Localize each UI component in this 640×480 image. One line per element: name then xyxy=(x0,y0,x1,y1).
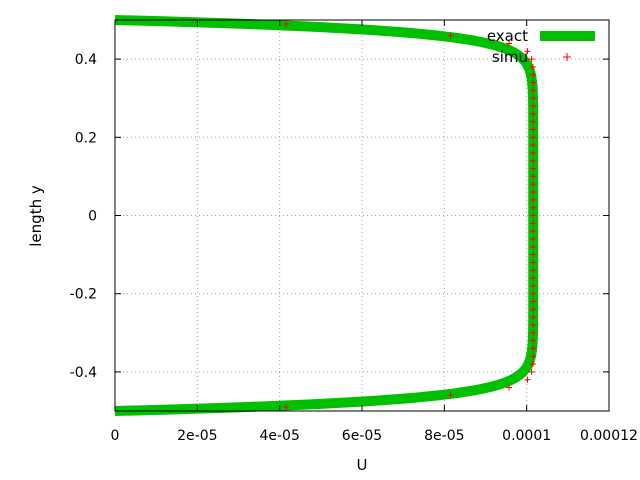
series-exact-line xyxy=(114,15,539,416)
series-simu-point xyxy=(530,95,537,102)
series-simu-point xyxy=(530,275,537,282)
series-simu-point xyxy=(530,306,537,313)
x-tick-label: 8e-05 xyxy=(424,428,464,444)
y-tick-label: 0.2 xyxy=(75,130,97,146)
series-simu-point xyxy=(530,337,537,344)
series-simu-point xyxy=(524,48,531,55)
legend-label-simu: simu xyxy=(492,48,528,66)
legend: exact simu xyxy=(487,27,595,66)
legend-marker-simu xyxy=(563,53,571,61)
series-simu-point xyxy=(505,40,512,47)
series-simu-point xyxy=(530,126,537,133)
x-tick-label: 2e-05 xyxy=(177,428,217,444)
series-simu-point xyxy=(530,282,537,289)
series-simu-point xyxy=(530,103,537,110)
series-simu-point xyxy=(530,189,537,196)
series-simu-point xyxy=(447,392,454,399)
x-tick-label: 6e-05 xyxy=(342,428,382,444)
x-tick-label: 0.0001 xyxy=(502,428,551,444)
series-simu-point xyxy=(529,63,536,70)
y-tick-label: 0 xyxy=(88,209,97,225)
series-simu-point xyxy=(530,173,537,180)
tick-labels: 0 2e-05 4e-05 6e-05 8e-05 0.0001 0.00012 -0.4 -0… xyxy=(70,52,638,444)
series-simu-point xyxy=(283,404,290,411)
series-simu-point xyxy=(530,118,537,125)
y-tick-label: -0.2 xyxy=(70,287,97,303)
series-simu-point xyxy=(530,212,537,219)
series-simu-point xyxy=(530,134,537,141)
series-simu-point xyxy=(530,259,537,266)
x-axis-title: U xyxy=(357,456,368,474)
series-simu-point xyxy=(530,149,537,156)
series-simu-point xyxy=(530,345,537,352)
series-simu-point xyxy=(530,71,537,78)
series-simu-point xyxy=(530,267,537,274)
y-axis-title: length y xyxy=(27,185,45,247)
series-simu-point xyxy=(530,196,537,203)
series-simu-point xyxy=(528,368,535,375)
series-simu-point xyxy=(530,329,537,336)
series-simu-point xyxy=(530,181,537,188)
series-simu-point xyxy=(530,314,537,321)
series-simu-point xyxy=(524,376,531,383)
series-simu-point xyxy=(530,251,537,258)
series-simu-point xyxy=(530,165,537,172)
series-simu-point xyxy=(530,110,537,117)
series-simu-point xyxy=(530,298,537,305)
y-tick-label: 0.4 xyxy=(75,52,97,68)
series-simu-point xyxy=(530,228,537,235)
series-simu-point xyxy=(529,361,536,368)
series-simu-point xyxy=(505,384,512,391)
series-simu-point xyxy=(530,79,537,86)
series-simu-point xyxy=(530,157,537,164)
legend-label-exact: exact xyxy=(487,27,528,45)
ticks xyxy=(114,20,610,411)
series-simu-point xyxy=(530,142,537,149)
x-tick-label: 4e-05 xyxy=(259,428,299,444)
series-simu-point xyxy=(530,290,537,297)
series-simu-point xyxy=(530,235,537,242)
series-simu-point xyxy=(528,56,535,63)
series-simu-point xyxy=(530,321,537,328)
y-tick-label: -0.4 xyxy=(70,365,97,381)
series-simu-point xyxy=(530,204,537,211)
series-simu-point xyxy=(530,243,537,250)
series-simu-point xyxy=(530,220,537,227)
series-simu-point xyxy=(283,20,290,27)
series-simu-point xyxy=(530,353,537,360)
x-tick-label: 0.00012 xyxy=(580,428,638,444)
series-simu-point xyxy=(447,32,454,39)
series-simu-point xyxy=(530,87,537,94)
series-layer xyxy=(114,15,539,416)
x-tick-label: 0 xyxy=(111,428,120,444)
